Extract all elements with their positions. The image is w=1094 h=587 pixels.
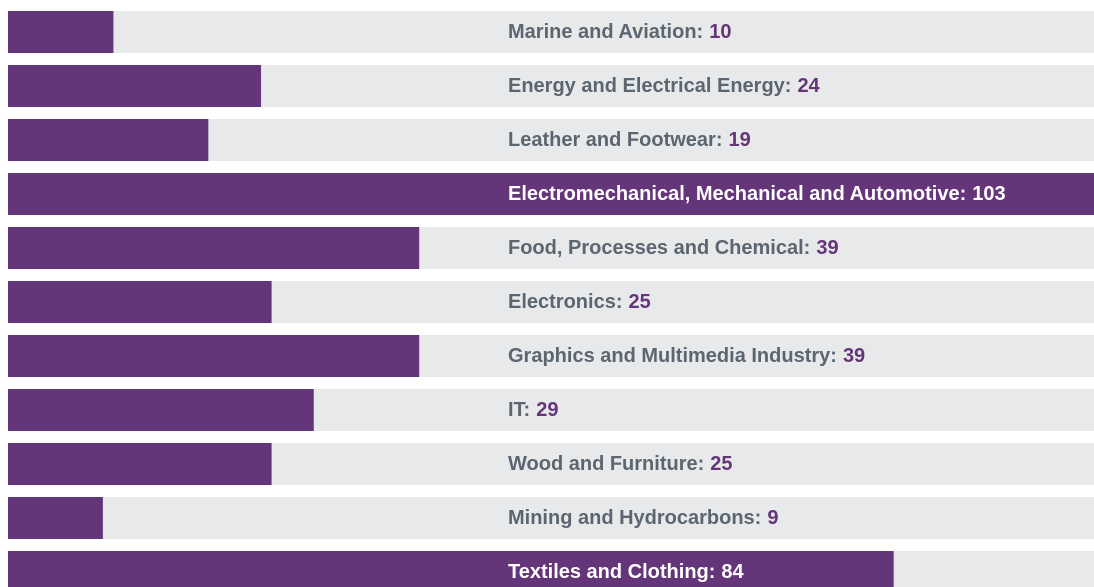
bar-label: Leather and Footwear: 19 — [508, 129, 751, 151]
bar — [8, 173, 1094, 215]
category-label: Energy and Electrical Energy: — [508, 75, 791, 97]
bar-label: Textiles and Clothing: 84 — [508, 561, 745, 583]
bar-label: Wood and Furniture: 25 — [508, 453, 733, 475]
category-label: Wood and Furniture: — [508, 453, 704, 475]
bar — [8, 443, 272, 485]
bar — [8, 119, 209, 161]
bar-label: Electronics: 25 — [508, 291, 651, 313]
category-label: Graphics and Multimedia Industry: — [508, 345, 837, 367]
bar — [8, 389, 314, 431]
value-label: 24 — [797, 75, 820, 97]
bar-track — [8, 11, 1094, 53]
bar-label: Electromechanical, Mechanical and Automo… — [508, 183, 1006, 205]
value-label: 25 — [710, 453, 732, 475]
bar-track — [8, 497, 1094, 539]
bar — [8, 281, 272, 323]
bar — [8, 11, 114, 53]
category-label: Food, Processes and Chemical: — [508, 237, 810, 259]
bar — [8, 227, 420, 269]
category-label: IT: — [508, 399, 530, 421]
bar-label: Marine and Aviation: 10 — [508, 21, 731, 43]
category-label: Textiles and Clothing: — [508, 561, 715, 583]
bar-label: Energy and Electrical Energy: 24 — [508, 75, 821, 97]
bar-label: Mining and Hydrocarbons: 9 — [508, 507, 778, 529]
bar-label: Food, Processes and Chemical: 39 — [508, 237, 839, 259]
category-label: Electronics: — [508, 291, 622, 313]
value-label: 9 — [767, 507, 778, 529]
bar — [8, 497, 103, 539]
value-label: 39 — [843, 345, 865, 367]
category-label: Electromechanical, Mechanical and Automo… — [508, 183, 966, 205]
value-label: 29 — [536, 399, 558, 421]
value-label: 39 — [816, 237, 838, 259]
bar-label: Graphics and Multimedia Industry: 39 — [508, 345, 865, 367]
bar — [8, 65, 262, 107]
value-label: 103 — [972, 183, 1005, 205]
value-label: 19 — [728, 129, 750, 151]
value-label: 84 — [721, 561, 744, 583]
category-label: Mining and Hydrocarbons: — [508, 507, 761, 529]
bar — [8, 335, 420, 377]
value-label: 10 — [709, 21, 731, 43]
value-label: 25 — [628, 291, 650, 313]
bar-label: IT: 29 — [508, 399, 558, 421]
bar — [8, 551, 894, 587]
category-label: Leather and Footwear: — [508, 129, 722, 151]
category-label: Marine and Aviation: — [508, 21, 703, 43]
